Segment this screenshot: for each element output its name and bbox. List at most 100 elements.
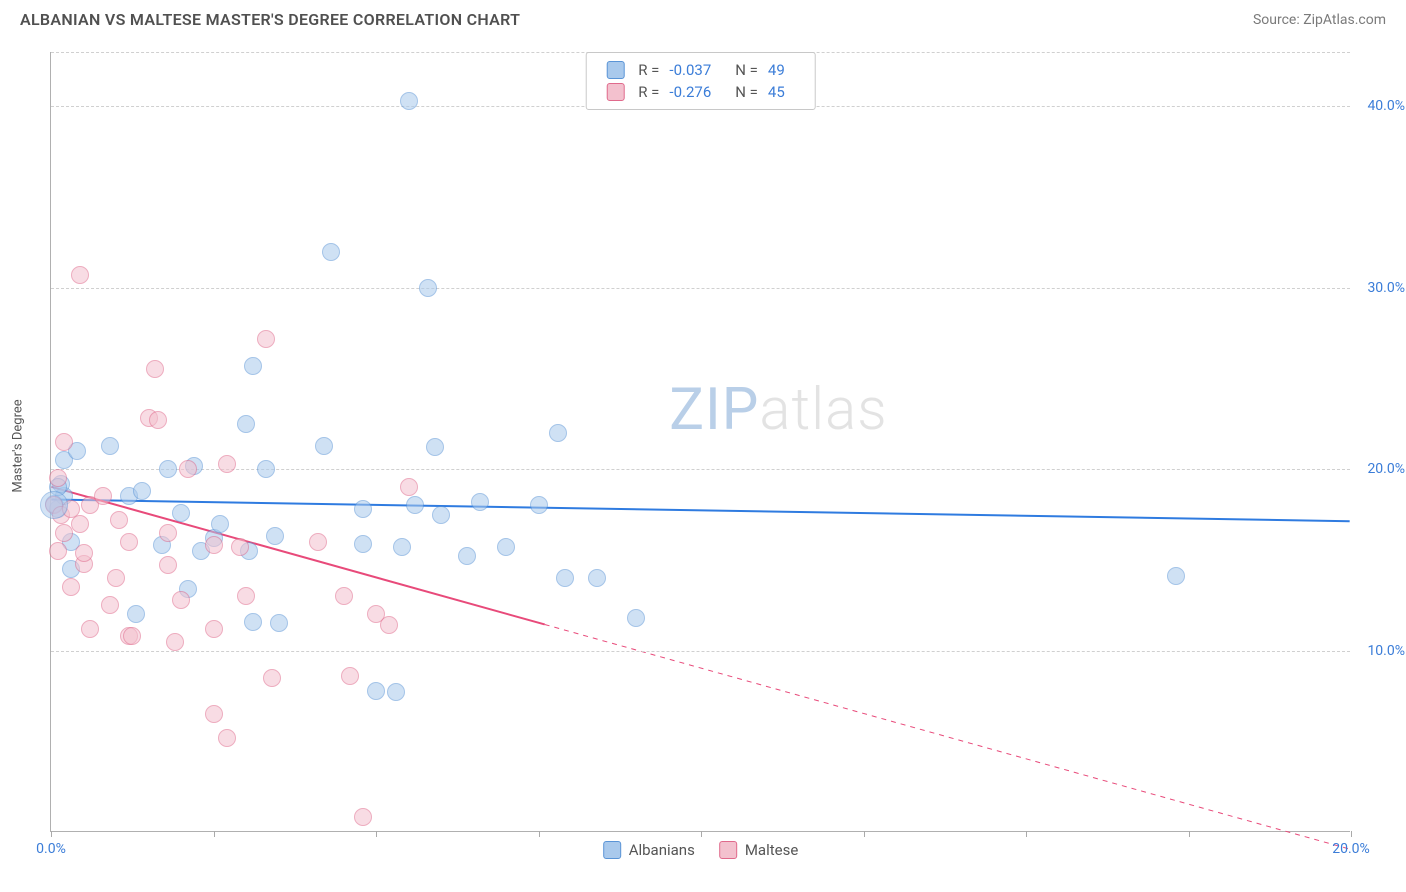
scatter-point	[231, 538, 249, 556]
scatter-point	[55, 524, 73, 542]
scatter-point	[367, 682, 385, 700]
trend-line-solid	[51, 499, 1349, 521]
scatter-point	[107, 569, 125, 587]
grid-line	[51, 288, 1350, 289]
legend-swatch-albanians-icon	[603, 841, 621, 859]
scatter-point	[81, 620, 99, 638]
scatter-point	[627, 609, 645, 627]
x-tick	[376, 831, 377, 837]
scatter-point	[432, 506, 450, 524]
grid-line	[51, 469, 1350, 470]
scatter-point	[205, 705, 223, 723]
n-label: N =	[735, 61, 758, 79]
scatter-point	[335, 587, 353, 605]
scatter-point	[123, 627, 141, 645]
scatter-point	[354, 808, 372, 826]
scatter-point	[387, 683, 405, 701]
correlation-legend-row: R = -0.037 N = 49	[606, 59, 795, 81]
y-tick-label: 20.0%	[1367, 461, 1405, 477]
r-value-albanians: -0.037	[669, 61, 711, 79]
scatter-point	[172, 591, 190, 609]
scatter-point	[257, 330, 275, 348]
scatter-point	[127, 605, 145, 623]
scatter-point	[133, 482, 151, 500]
x-tick-label: 0.0%	[36, 841, 66, 857]
scatter-point	[400, 478, 418, 496]
scatter-point	[257, 460, 275, 478]
n-value-albanians: 49	[768, 61, 785, 79]
scatter-point	[205, 536, 223, 554]
scatter-point	[244, 613, 262, 631]
chart-plot-area: ZIPatlas R = -0.037 N = 49 R = -0.276 N …	[50, 52, 1350, 832]
scatter-point	[315, 437, 333, 455]
x-tick	[864, 831, 865, 837]
grid-line	[51, 651, 1350, 652]
correlation-legend-row: R = -0.276 N = 45	[606, 81, 795, 103]
scatter-point	[179, 460, 197, 478]
x-tick	[1189, 831, 1190, 837]
scatter-point	[406, 496, 424, 514]
scatter-point	[419, 279, 437, 297]
y-axis-label: Master's Degree	[11, 399, 26, 492]
r-value-maltese: -0.276	[669, 83, 711, 101]
scatter-point	[244, 357, 262, 375]
scatter-point	[237, 415, 255, 433]
chart-title: ALBANIAN VS MALTESE MASTER'S DEGREE CORR…	[20, 10, 520, 29]
scatter-point	[1167, 567, 1185, 585]
x-tick-label: 20.0%	[1332, 841, 1370, 857]
legend-label-maltese: Maltese	[745, 841, 798, 859]
scatter-point	[471, 493, 489, 511]
scatter-point	[400, 92, 418, 110]
legend-swatch-maltese-icon	[719, 841, 737, 859]
x-tick	[701, 831, 702, 837]
x-tick	[214, 831, 215, 837]
scatter-point	[322, 243, 340, 261]
r-label: R =	[638, 83, 659, 101]
scatter-point	[49, 469, 67, 487]
scatter-point	[309, 533, 327, 551]
correlation-legend: R = -0.037 N = 49 R = -0.276 N = 45	[585, 52, 816, 110]
x-tick	[539, 831, 540, 837]
scatter-point	[101, 437, 119, 455]
scatter-point	[120, 533, 138, 551]
scatter-point	[49, 542, 67, 560]
scatter-point	[62, 578, 80, 596]
scatter-point	[426, 438, 444, 456]
r-label: R =	[638, 61, 659, 79]
legend-swatch-maltese	[606, 83, 624, 101]
scatter-point	[218, 729, 236, 747]
series-legend: Albanians Maltese	[603, 841, 799, 859]
scatter-point	[110, 511, 128, 529]
scatter-point	[237, 587, 255, 605]
scatter-point	[458, 547, 476, 565]
y-tick-label: 30.0%	[1367, 280, 1405, 296]
x-tick	[1351, 831, 1352, 837]
n-label: N =	[735, 83, 758, 101]
scatter-point	[588, 569, 606, 587]
scatter-point	[218, 455, 236, 473]
y-tick-label: 10.0%	[1367, 643, 1405, 659]
scatter-point	[205, 620, 223, 638]
scatter-point	[341, 667, 359, 685]
scatter-point	[530, 496, 548, 514]
legend-item-maltese: Maltese	[719, 841, 798, 859]
scatter-point	[166, 633, 184, 651]
scatter-point	[393, 538, 411, 556]
trend-lines	[51, 52, 1350, 831]
scatter-point	[71, 266, 89, 284]
scatter-point	[549, 424, 567, 442]
scatter-point	[556, 569, 574, 587]
scatter-point	[354, 500, 372, 518]
scatter-point	[380, 616, 398, 634]
scatter-point	[55, 433, 73, 451]
y-tick-label: 40.0%	[1367, 98, 1405, 114]
n-value-maltese: 45	[768, 83, 785, 101]
scatter-point	[146, 360, 164, 378]
legend-item-albanians: Albanians	[603, 841, 695, 859]
scatter-point	[263, 669, 281, 687]
x-tick	[1026, 831, 1027, 837]
scatter-point	[149, 411, 167, 429]
scatter-point-large	[40, 491, 68, 519]
chart-source: Source: ZipAtlas.com	[1253, 12, 1386, 28]
scatter-point	[159, 460, 177, 478]
